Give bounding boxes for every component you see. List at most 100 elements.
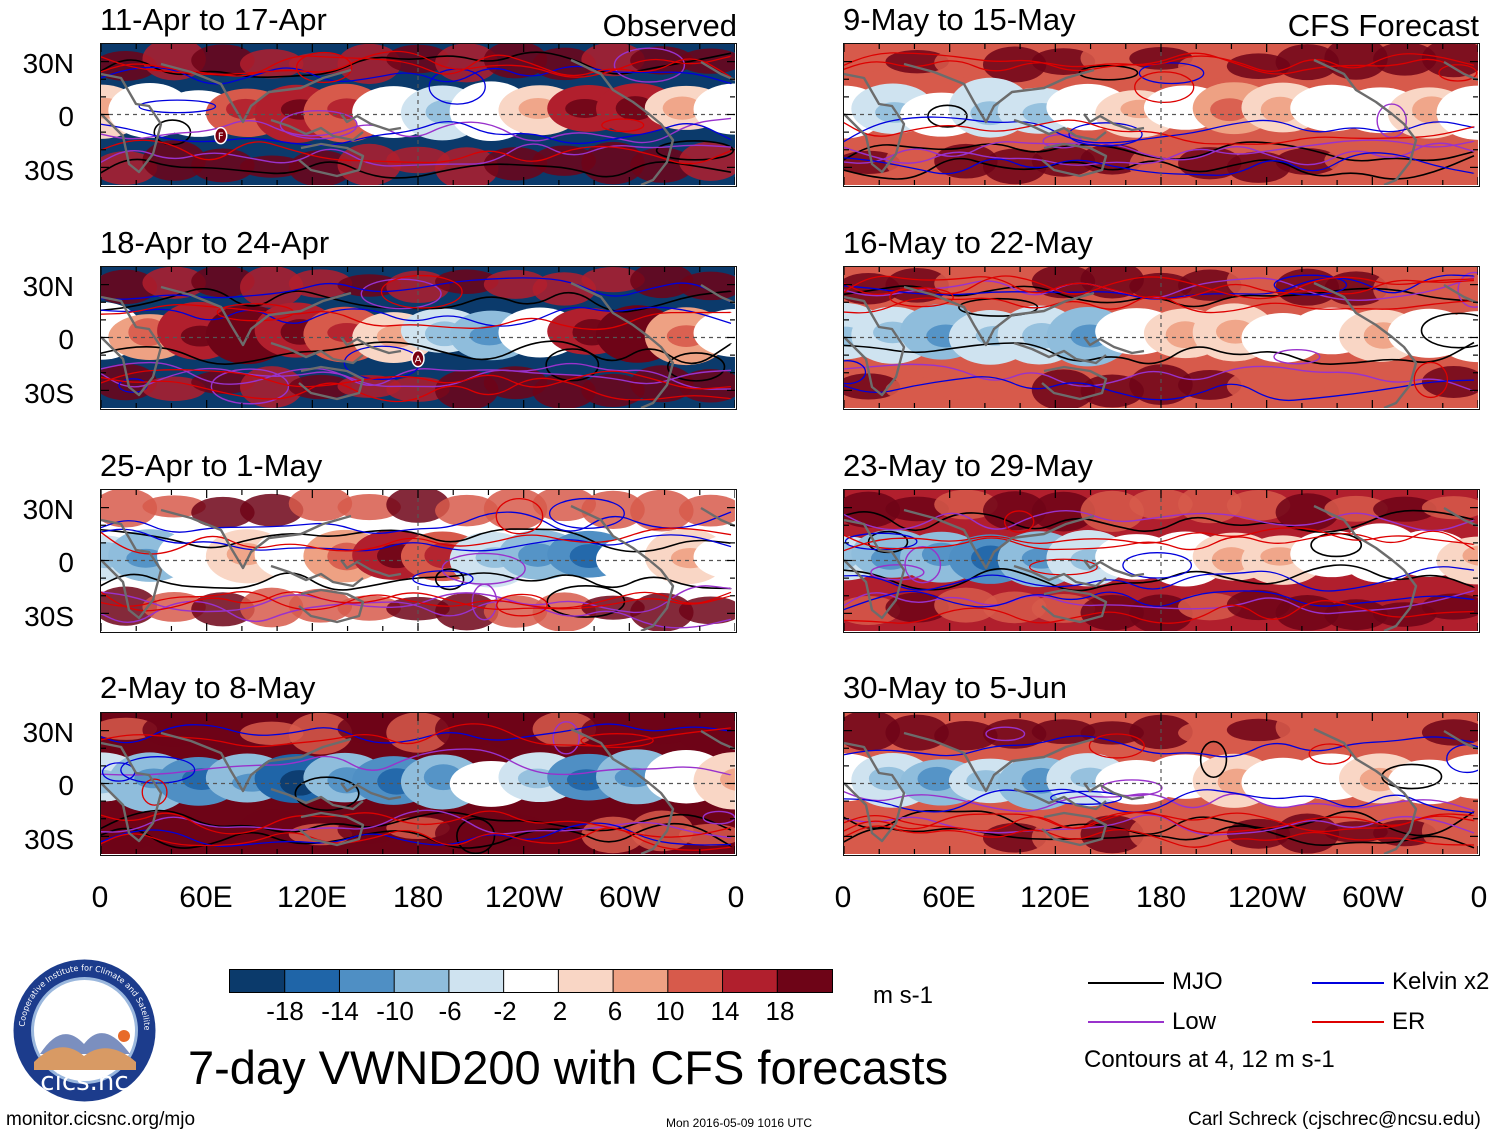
colorbar-swatch	[448, 970, 505, 992]
contour-line	[844, 139, 1475, 166]
colorbar	[229, 969, 833, 993]
coastline	[1083, 336, 1145, 355]
contour-line	[101, 585, 732, 614]
contour-loop	[927, 104, 968, 128]
field-cell	[1459, 320, 1478, 346]
contour-line	[101, 591, 732, 612]
x-tick-label: 120W	[484, 881, 564, 914]
colorbar-tick-label: 6	[607, 996, 623, 1026]
coastline	[570, 58, 675, 185]
field-cell	[288, 374, 353, 400]
colorbar-swatch	[667, 970, 724, 992]
colorbar-tick-label: 2	[552, 996, 568, 1026]
contour-line	[101, 121, 732, 146]
contour-loop	[601, 118, 645, 133]
field-cell	[844, 713, 901, 752]
coastline	[340, 782, 402, 801]
coastline	[1443, 729, 1478, 751]
x-tick-label: 180	[1135, 881, 1187, 914]
coastline	[298, 588, 365, 624]
field-cell	[518, 97, 558, 119]
contour-line	[844, 600, 1475, 624]
field-cell	[934, 376, 998, 401]
coastline	[101, 72, 163, 174]
contour-line	[101, 600, 732, 629]
footer-timestamp: Mon 2016-05-09 1016 UTC	[666, 1116, 813, 1130]
coastline	[1443, 60, 1478, 82]
vwnd-field	[844, 713, 1478, 854]
colorbar-tick-label: -18	[266, 996, 304, 1026]
coastline	[340, 113, 402, 132]
coastline	[1083, 113, 1145, 132]
contour-line	[101, 340, 732, 365]
field-cell	[191, 370, 255, 394]
coastline	[700, 729, 735, 751]
colorbar-tick-label: 18	[765, 996, 795, 1026]
x-tick-label: 120W	[1227, 881, 1307, 914]
contour-line	[101, 527, 732, 555]
field-cell	[630, 490, 694, 532]
field-cell	[630, 365, 694, 403]
field-cell	[1226, 53, 1291, 80]
colorbar-tick-label: -6	[438, 996, 462, 1026]
field-cell	[713, 323, 735, 345]
field-cell	[1373, 496, 1437, 522]
contour-line	[844, 825, 1475, 849]
field-cell	[1226, 151, 1291, 183]
coastline	[101, 741, 163, 843]
coastline	[1041, 365, 1108, 401]
contour-loop	[1101, 779, 1163, 797]
contour-line	[844, 590, 1475, 615]
contour-loop	[702, 810, 735, 825]
field-cell	[1080, 721, 1144, 745]
contour-loop	[1420, 312, 1478, 349]
footer-url[interactable]: monitor.cicsnc.org/mjo	[6, 1109, 196, 1130]
field-cell	[532, 490, 596, 522]
y-tick-label: 30N	[22, 494, 74, 525]
vwnd-field	[101, 490, 735, 631]
contour-loop	[666, 352, 726, 382]
coastline	[1041, 142, 1108, 178]
y-tick-label: 30S	[24, 155, 74, 186]
field-cell	[693, 534, 735, 580]
field-cell	[710, 98, 735, 125]
field-cell	[885, 50, 949, 74]
field-cell	[1373, 269, 1437, 310]
contour-line	[101, 117, 732, 144]
field-cell	[240, 267, 304, 308]
field-cell	[1178, 370, 1242, 400]
contour-line	[101, 277, 732, 304]
contour-line	[844, 590, 1475, 611]
coastline	[1083, 559, 1145, 578]
contour-line	[844, 566, 1475, 592]
field-cell	[1275, 44, 1340, 81]
contour-loop	[141, 778, 168, 806]
map-panel	[843, 43, 1480, 187]
contour-loop	[1078, 64, 1139, 81]
contour-loop	[1413, 361, 1449, 399]
y-tick-label: 30N	[22, 271, 74, 302]
field-cell	[337, 143, 401, 185]
field-cell	[1307, 102, 1347, 122]
coastline	[101, 295, 163, 397]
field-cell	[565, 98, 605, 118]
contour-line	[101, 827, 732, 851]
field-cell	[581, 715, 645, 746]
field-cell	[716, 543, 735, 571]
contour-loop	[434, 568, 465, 591]
footer-credit: Carl Schreck (cjschrec@ncsu.edu)	[1188, 1109, 1481, 1130]
contour-loop	[380, 274, 463, 309]
contour-line	[844, 275, 1475, 300]
field-cell	[1031, 48, 1096, 75]
contour-line	[101, 139, 732, 165]
field-cell	[1324, 599, 1388, 631]
contour-line	[101, 809, 732, 833]
panel-title-2: 18-Apr to 24-Apr	[100, 225, 330, 260]
contour-loop	[471, 583, 498, 621]
field-cell	[191, 824, 255, 849]
legend-note: Contours at 4, 12 m s-1	[1084, 1046, 1335, 1073]
field-cell	[288, 490, 353, 522]
contour-line	[101, 810, 732, 838]
coastline	[101, 518, 163, 620]
legend-label-mjo: MJO	[1172, 968, 1223, 995]
